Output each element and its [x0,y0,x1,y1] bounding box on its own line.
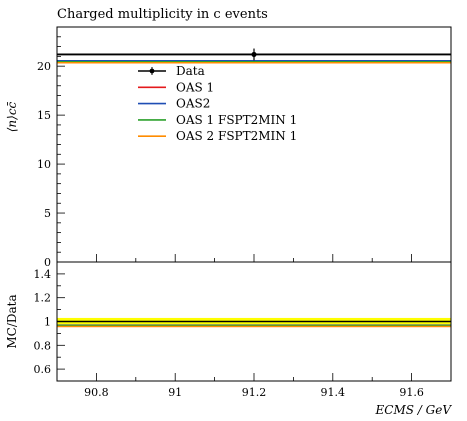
ratio-y-tick-label: 0.8 [34,339,52,352]
ratio-y-tick-label: 0.6 [34,363,52,376]
main-plot-panel: 0 5 10 15 20 ⟨n⟩cc̄ Data OAS 1 OAS2 OAS 1 FSPT2MI… [5,26,452,269]
y-tick-label: 0 [44,256,51,269]
x-axis-label: ECMS / GeV [375,403,453,417]
ratio-y-axis-label: MC/Data [5,294,19,348]
legend-label-4: OAS 1 FSPT2MIN 1 [176,113,297,127]
data-point [251,51,257,58]
y-axis-label: ⟨n⟩cc̄ [5,101,19,132]
x-tick-label: 90.8 [84,386,109,399]
legend-label-1: Data [176,64,205,78]
ratio-y-tick-label: 1 [44,316,51,329]
ratio-y-tick-label: 1.4 [34,268,52,281]
legend-label-3: OAS2 [176,97,210,111]
y-tick-label: 5 [44,207,51,220]
chart-title: Charged multiplicity in c events [57,7,268,22]
legend-label-5: OAS 2 FSPT2MIN 1 [176,129,297,143]
x-tick-label: 91.6 [399,386,424,399]
ratio-y-tick-label: 1.2 [34,292,52,305]
y-tick-label: 10 [37,158,51,171]
y-tick-label: 20 [37,60,51,73]
x-tick-label: 91 [168,386,182,399]
x-tick-label: 91.4 [321,386,346,399]
legend-label-2: OAS 1 [176,80,214,94]
y-tick-label: 15 [37,109,51,122]
ratio-plot-panel: 0.6 0.8 1 1.2 1.4 90.8 91 91.2 91.4 91.6 MC/Data EC… [5,261,453,417]
x-tick-label: 91.2 [242,386,267,399]
